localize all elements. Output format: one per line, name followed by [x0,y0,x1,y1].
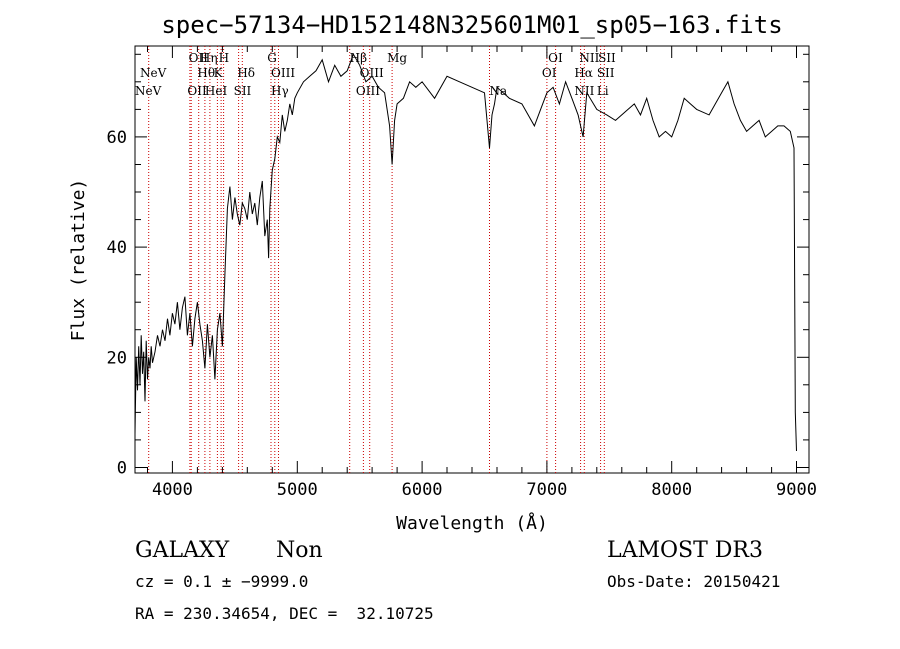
x-tick-label: 6000 [402,480,443,500]
spectrum-line [134,53,797,452]
y-tick-label: 20 [107,348,127,368]
spectral-line-label: Mg [387,51,407,65]
spectral-line-label: HeI [205,84,228,98]
y-tick-label: 0 [117,458,127,478]
x-tick-label: 8000 [651,480,692,500]
spectral-line-label: Hα [574,66,593,80]
spectral-line-label: OII [187,84,207,98]
spectral-line-label: Na [489,84,507,98]
spectral-line-label: NII [574,84,594,98]
y-tick-label: 40 [107,238,127,258]
y-axis-label: Flux (relative) [68,179,89,342]
spectral-line-label: NII [579,51,599,65]
spectral-line-label: SII [234,84,252,98]
plot-frame [134,45,810,474]
spectral-line-label: H [219,51,229,65]
spectral-line-label: Hη [200,51,218,65]
y-tick-label: 60 [107,128,127,148]
class-label: GALAXY [135,538,230,563]
spectral-line-label: K [214,66,224,80]
spectral-line-label: NeV [135,84,162,98]
x-tick-label: 5000 [277,480,318,500]
spectral-line-label: SII [597,66,615,80]
redshift-lines [148,46,605,473]
spectral-line-label: OIII [360,66,384,80]
x-tick-label: 9000 [776,480,817,500]
survey-label: LAMOST DR3 [607,538,763,563]
obs-date: Obs-Date: 20150421 [607,572,781,591]
spectral-line-label: Hδ [237,66,255,80]
spectral-line-label: SII [598,51,616,65]
x-axis-label: Wavelength (Å) [396,512,548,534]
spectral-line-label: OIII [271,66,295,80]
spectral-line-label: OI [542,66,557,80]
chart-title: spec−57134−HD152148N325601M01_sp05−163.f… [161,11,782,39]
spectral-line-label: NeV [140,66,167,80]
tick-labels: 4000 5000 6000 7000 8000 9000 0 20 40 60 [107,128,817,500]
spectral-line-label: OI [548,51,563,65]
spectral-line-label: Hγ [271,84,289,98]
spectral-line-label: G [267,51,277,65]
radec-line: RA = 230.34654, DEC = 32.10725 [135,604,434,623]
spectral-line-label: OIII [356,84,380,98]
subclass-label: Non [276,538,323,563]
x-tick-label: 4000 [152,480,193,500]
axis-ticks [135,46,809,473]
x-tick-label: 7000 [526,480,567,500]
spectral-line-label: Li [597,84,609,98]
cz-line: cz = 0.1 ± −9999.0 [135,572,309,591]
spectral-line-label: Hθ [197,66,215,80]
spectral-line-label: OII [189,51,209,65]
